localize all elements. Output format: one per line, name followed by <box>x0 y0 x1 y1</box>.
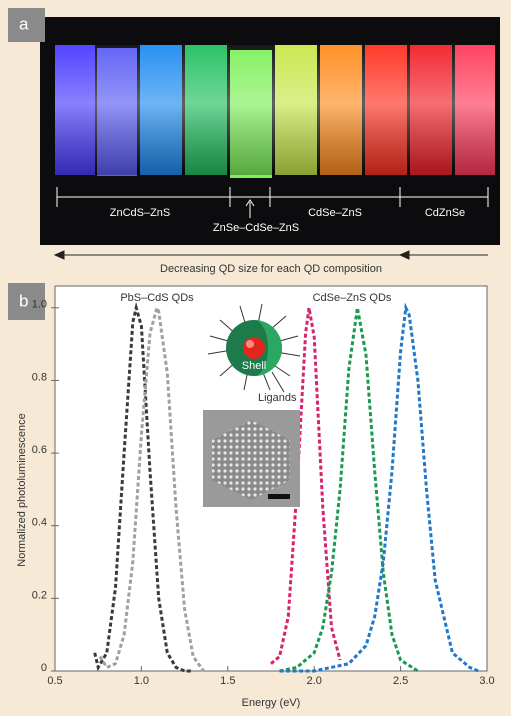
caption: Decreasing QD size for each QD compositi… <box>160 263 382 275</box>
annotation: PbS–CdS QDs <box>120 292 194 304</box>
y-tick-label: 1.0 <box>32 299 47 311</box>
y-axis-label: Normalized photoluminescence <box>16 413 28 566</box>
y-tick-label: 0 <box>41 662 47 674</box>
panel-label: a <box>19 14 29 33</box>
x-tick-label: 1.0 <box>134 675 149 687</box>
x-tick-label: 1.5 <box>220 675 235 687</box>
x-tick-label: 0.5 <box>47 675 62 687</box>
figure: a ZnCdS–ZnS ZnSe–CdSe–ZnS CdSe–ZnS CdZnS… <box>0 0 511 716</box>
annotation: Ligands <box>258 392 297 404</box>
annotation: CdSe–ZnS QDs <box>313 292 392 304</box>
group-label: ZnSe–CdSe–ZnS <box>213 222 299 234</box>
group-label: ZnCdS–ZnS <box>110 207 171 219</box>
x-axis-label: Energy (eV) <box>242 697 301 709</box>
tem-image <box>203 410 300 507</box>
y-tick-label: 0.6 <box>32 444 47 456</box>
panel-label: b <box>19 291 28 310</box>
y-tick-label: 0.2 <box>32 589 47 601</box>
y-tick-label: 0.8 <box>32 371 47 383</box>
annotation: Shell <box>242 360 266 372</box>
x-tick-label: 2.5 <box>393 675 408 687</box>
y-tick-label: 0.4 <box>32 517 47 529</box>
group-label: CdSe–ZnS <box>308 207 362 219</box>
x-tick-label: 3.0 <box>479 675 494 687</box>
group-label: CdZnSe <box>425 207 465 219</box>
x-tick-label: 2.0 <box>307 675 322 687</box>
